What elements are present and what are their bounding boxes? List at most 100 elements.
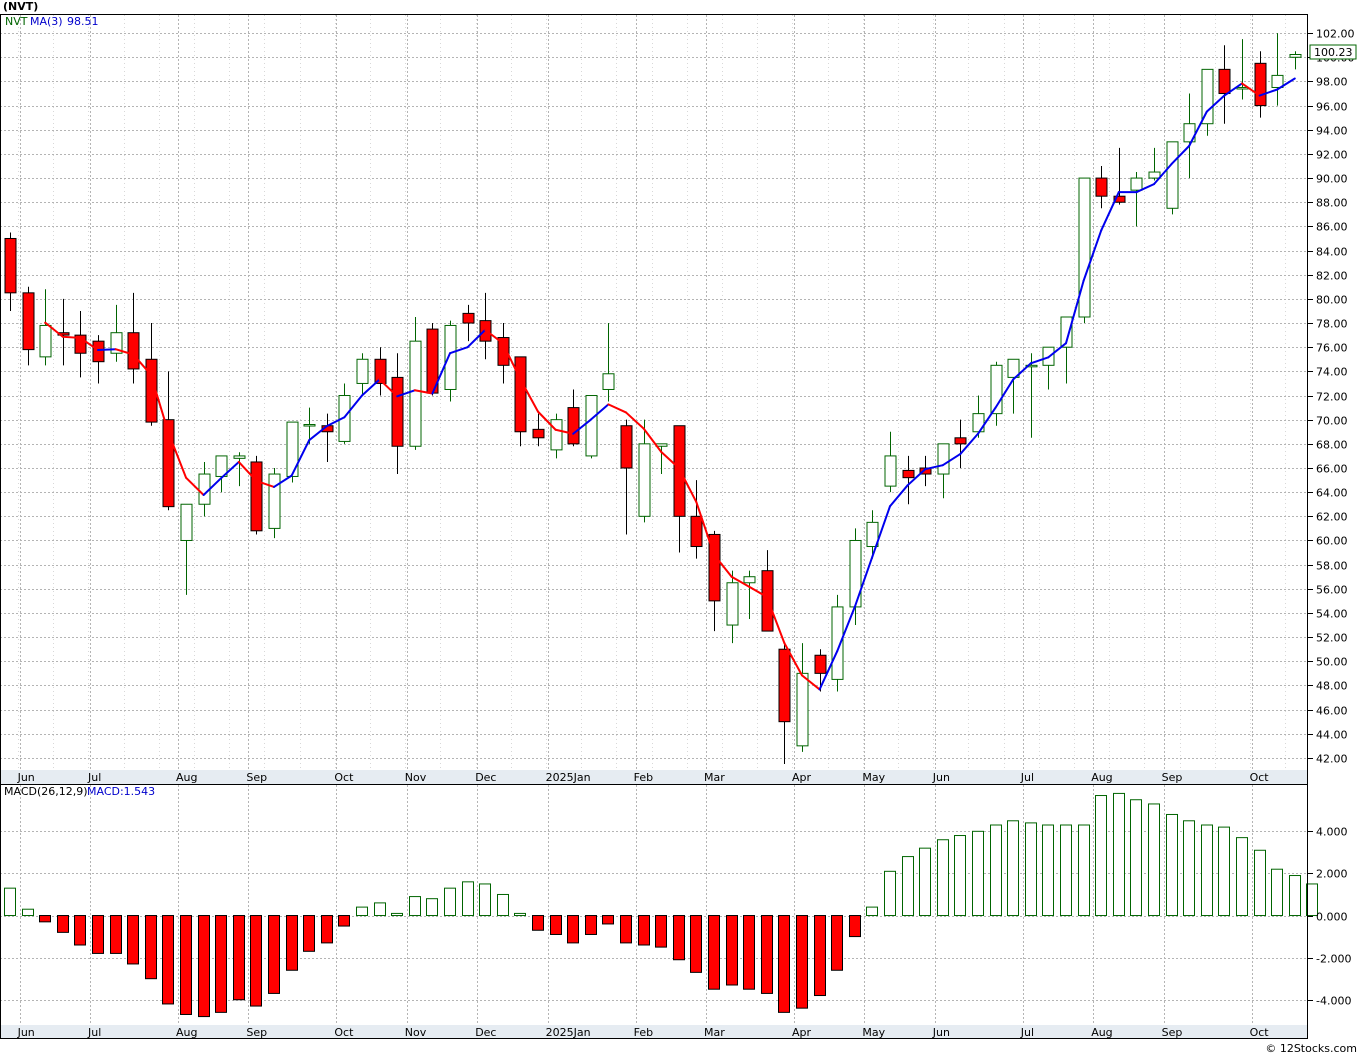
price-ytick-label: 70.00 bbox=[1316, 415, 1348, 428]
macd-bar bbox=[1007, 820, 1019, 917]
last-price-value: 100.23 bbox=[1314, 46, 1353, 59]
candle-body bbox=[145, 358, 158, 423]
macd-bar bbox=[1042, 824, 1054, 917]
macd-bar bbox=[761, 915, 773, 994]
ma-segment bbox=[642, 427, 663, 453]
macd-month-label: May bbox=[862, 1026, 885, 1039]
price-ytick-label: 92.00 bbox=[1316, 149, 1348, 162]
macd-x-axis: Jun Jul Aug Sep Oct Nov Dec 2025Jan Feb Mar Apr May… bbox=[17, 1026, 1270, 1039]
candle-body bbox=[233, 455, 246, 459]
macd-bar bbox=[110, 915, 122, 954]
macd-month-label: 2025Jan bbox=[546, 1026, 591, 1039]
macd-month-label: Sep bbox=[1162, 1026, 1183, 1039]
price-y-axis: 42.00 44.00 46.00 48.00 50.00 52.00 54.00 56.00… bbox=[1308, 28, 1355, 766]
price-ytick-label: 62.00 bbox=[1316, 511, 1348, 524]
macd-bar bbox=[972, 830, 984, 917]
ma-segment bbox=[589, 403, 610, 421]
macd-bar bbox=[180, 915, 192, 1015]
candle-body bbox=[497, 337, 510, 366]
candle-body bbox=[39, 324, 52, 358]
price-month-label: Dec bbox=[475, 771, 496, 784]
ma-segment bbox=[396, 389, 416, 398]
macd-bar bbox=[902, 856, 914, 917]
ma-segment bbox=[1047, 342, 1067, 359]
macd-bar bbox=[831, 915, 843, 971]
macd-bar bbox=[726, 915, 738, 986]
chart-title: (NVT) bbox=[3, 0, 38, 13]
candle-body bbox=[374, 358, 387, 384]
price-month-label: Sep bbox=[1162, 771, 1183, 784]
ma-segment bbox=[255, 479, 275, 488]
ma-segment bbox=[484, 328, 504, 345]
price-month-label: Jul bbox=[1020, 771, 1034, 784]
price-month-label: Nov bbox=[405, 771, 427, 784]
candle-body bbox=[585, 395, 598, 457]
candle-body bbox=[831, 606, 844, 680]
ma-segment bbox=[361, 378, 381, 397]
macd-bar bbox=[250, 915, 262, 1007]
ma-segment bbox=[1135, 183, 1155, 194]
macd-bar bbox=[585, 915, 597, 935]
candle-body bbox=[268, 473, 281, 529]
macd-bar bbox=[233, 915, 245, 1001]
ma-segment bbox=[836, 605, 856, 653]
macd-y-axis: -4.000 -2.000 0.000 2.000 4.000 bbox=[1308, 826, 1351, 1008]
macd-bar bbox=[391, 912, 403, 917]
candle-body bbox=[902, 469, 915, 479]
macd-bar bbox=[321, 915, 333, 944]
macd-title: MACD(26,12,9) bbox=[4, 785, 88, 798]
candle-body bbox=[919, 467, 932, 475]
candle-body bbox=[391, 376, 404, 447]
ma-segment bbox=[501, 342, 522, 381]
macd-bar bbox=[1166, 813, 1178, 917]
ma-segment bbox=[1029, 356, 1050, 365]
macd-bar bbox=[567, 915, 579, 944]
price-ytick-label: 76.00 bbox=[1316, 342, 1348, 355]
candle-body bbox=[338, 395, 351, 442]
candle-body bbox=[1236, 86, 1249, 90]
candle-body bbox=[708, 533, 721, 602]
price-ytick-label: 50.00 bbox=[1316, 656, 1348, 669]
macd-month-label: Aug bbox=[1091, 1026, 1112, 1039]
candle-body bbox=[937, 443, 950, 475]
candle-body bbox=[514, 356, 527, 433]
price-grid bbox=[0, 15, 1308, 770]
ma-segment bbox=[572, 418, 592, 435]
candle-body bbox=[180, 503, 193, 541]
candle-body bbox=[602, 373, 615, 390]
candle-body bbox=[1130, 177, 1143, 191]
candle-body bbox=[1166, 141, 1179, 209]
macd-bar bbox=[937, 839, 949, 917]
macd-bar bbox=[374, 902, 386, 917]
macd-bar bbox=[162, 915, 174, 1005]
ma-segment bbox=[1170, 144, 1191, 165]
macd-bar bbox=[22, 908, 34, 917]
ma-segment bbox=[149, 373, 170, 434]
candle-body bbox=[1289, 54, 1302, 58]
macd-bar bbox=[1025, 822, 1037, 917]
ma-segment bbox=[730, 575, 751, 588]
macd-bar bbox=[1218, 826, 1230, 917]
macd-bar bbox=[778, 915, 790, 1013]
ma-segment bbox=[97, 348, 117, 352]
price-ytick-label: 86.00 bbox=[1316, 221, 1348, 234]
price-month-label: Apr bbox=[792, 771, 812, 784]
macd-bars bbox=[4, 792, 1318, 1018]
ma-segment bbox=[906, 468, 927, 487]
macd-bar bbox=[708, 915, 720, 990]
price-ytick-label: 64.00 bbox=[1316, 487, 1348, 500]
ma-segment bbox=[1241, 82, 1261, 97]
macd-bar bbox=[655, 915, 667, 948]
ma-segment bbox=[185, 476, 205, 496]
candle-body bbox=[954, 437, 967, 445]
ma-segment bbox=[290, 439, 311, 477]
macd-bar bbox=[145, 915, 157, 980]
price-month-label: Feb bbox=[634, 771, 653, 784]
price-month-label: Jul bbox=[87, 771, 101, 784]
ma-segment bbox=[220, 460, 240, 480]
candle-body bbox=[550, 419, 563, 451]
macd-bar bbox=[462, 881, 474, 917]
price-candles bbox=[4, 33, 1302, 764]
ma-segment bbox=[449, 346, 469, 355]
ma-segment bbox=[871, 505, 891, 558]
